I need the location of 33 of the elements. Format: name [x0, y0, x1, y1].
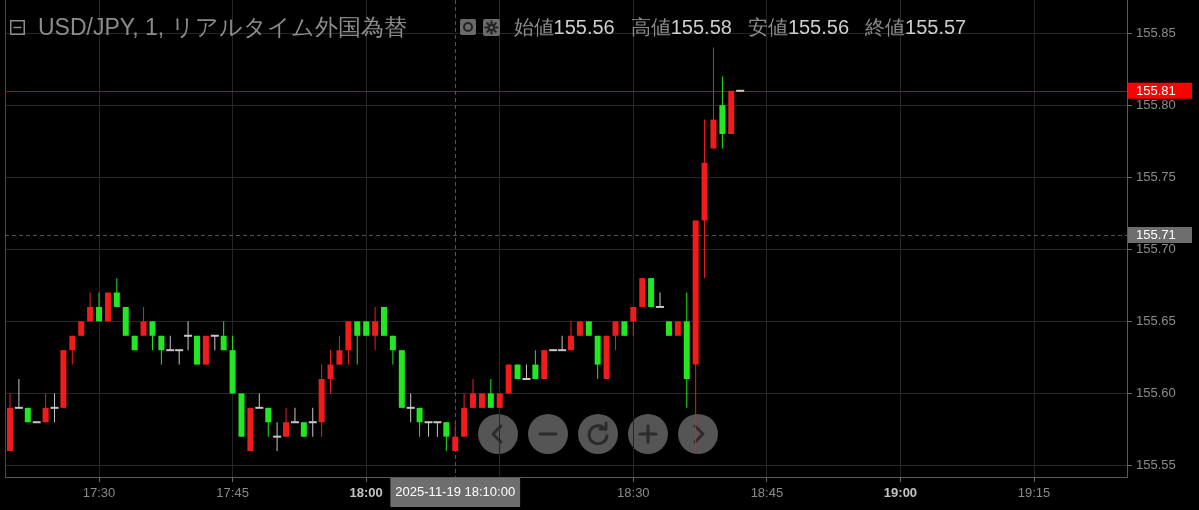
- y-tick-label: 155.65: [1136, 312, 1176, 328]
- candlestick: [14, 379, 23, 409]
- x-tick-label: 18:30: [617, 485, 650, 501]
- x-tick-label: 18:45: [750, 485, 784, 501]
- candlestick: [255, 393, 264, 409]
- annotation: 始値155.56: [513, 15, 615, 38]
- x-tick-label: 17:30: [82, 485, 116, 501]
- candlestick: [273, 422, 282, 452]
- y-tick-label: 155.55: [1136, 457, 1176, 473]
- x-tick-label: 19:00: [883, 485, 918, 501]
- candlestick: [50, 393, 59, 423]
- y-tick-label: 155.60: [1136, 385, 1176, 400]
- ref-line-label: 155.81: [1136, 82, 1176, 98]
- annotation: 終値155.57: [865, 15, 967, 38]
- candlestick: [210, 334, 219, 351]
- y-tick-label: 155.75: [1136, 168, 1176, 184]
- y-tick-label: 155.85: [1136, 24, 1176, 40]
- candlestick: [656, 292, 665, 308]
- x-tick-label: 19:15: [1017, 485, 1051, 501]
- candlestick: [522, 364, 531, 381]
- x-tick-label: 17:45: [216, 485, 249, 501]
- candlestick: [308, 407, 317, 437]
- annotation: 高値155.58: [630, 15, 732, 38]
- text: USD/JPY, 1, リアルタイム外国為替: [38, 12, 407, 42]
- ref-line-label: 155.71: [1136, 226, 1176, 242]
- annotation: 安値155.56: [747, 15, 850, 38]
- x-tick-label: 18:00: [349, 485, 383, 501]
- y-tick-label: 155.70: [1136, 240, 1176, 256]
- candlestick: [184, 321, 193, 351]
- y-tick-label: 155.80: [1136, 96, 1176, 112]
- candlestick: [406, 393, 415, 423]
- ref-line-label: 2025-11-19 18:10:00: [395, 484, 516, 500]
- candlestick: [290, 407, 299, 424]
